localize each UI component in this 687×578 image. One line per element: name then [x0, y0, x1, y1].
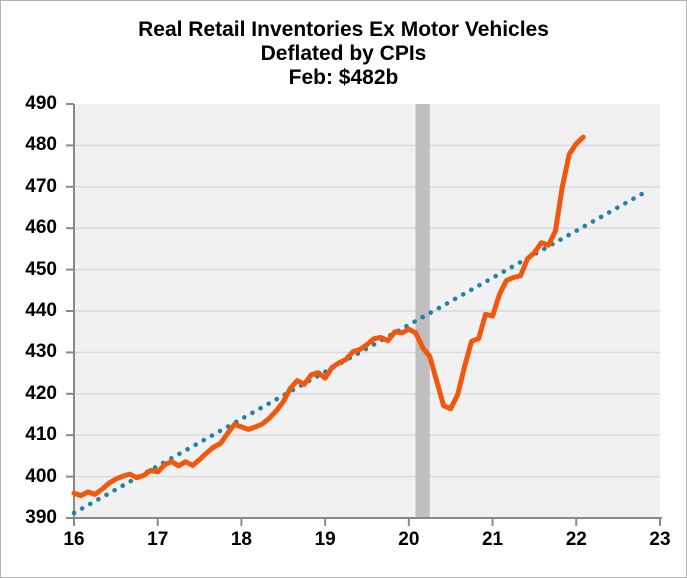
y-tick-label: 430 [25, 341, 57, 363]
tick-marks [66, 103, 661, 526]
y-tick-label: 400 [25, 465, 57, 487]
y-tick-label: 470 [25, 175, 57, 197]
x-tick-label: 22 [565, 529, 587, 550]
chart-title: Real Retail Inventories Ex Motor Vehicle… [1, 18, 686, 90]
x-tick-label: 21 [481, 529, 504, 550]
y-tick-label: 480 [25, 134, 57, 156]
x-tick-label: 19 [314, 529, 336, 550]
y-tick-label: 390 [25, 507, 57, 528]
y-tick-label: 490 [25, 93, 57, 114]
chart-title-line-2: Deflated by CPIs [260, 42, 427, 65]
gridlines [74, 144, 660, 478]
x-tick-label: 18 [230, 529, 252, 550]
chart-title-line-1: Real Retail Inventories Ex Motor Vehicle… [138, 18, 549, 41]
x-tick-label: 20 [398, 529, 420, 550]
y-tick-label: 420 [25, 382, 57, 404]
y-tick-label: 410 [25, 424, 57, 446]
x-tick-label: 16 [63, 529, 85, 550]
y-tick-label: 440 [25, 300, 57, 321]
x-tick-label: 23 [649, 529, 671, 550]
y-tick-label: 450 [25, 258, 57, 280]
inventory-series-line [71, 134, 586, 499]
x-tick-label: 17 [147, 529, 169, 550]
recession-band [415, 104, 430, 518]
chart-title-line-3: Feb: $482b [288, 66, 399, 89]
y-tick-label: 460 [25, 217, 57, 239]
